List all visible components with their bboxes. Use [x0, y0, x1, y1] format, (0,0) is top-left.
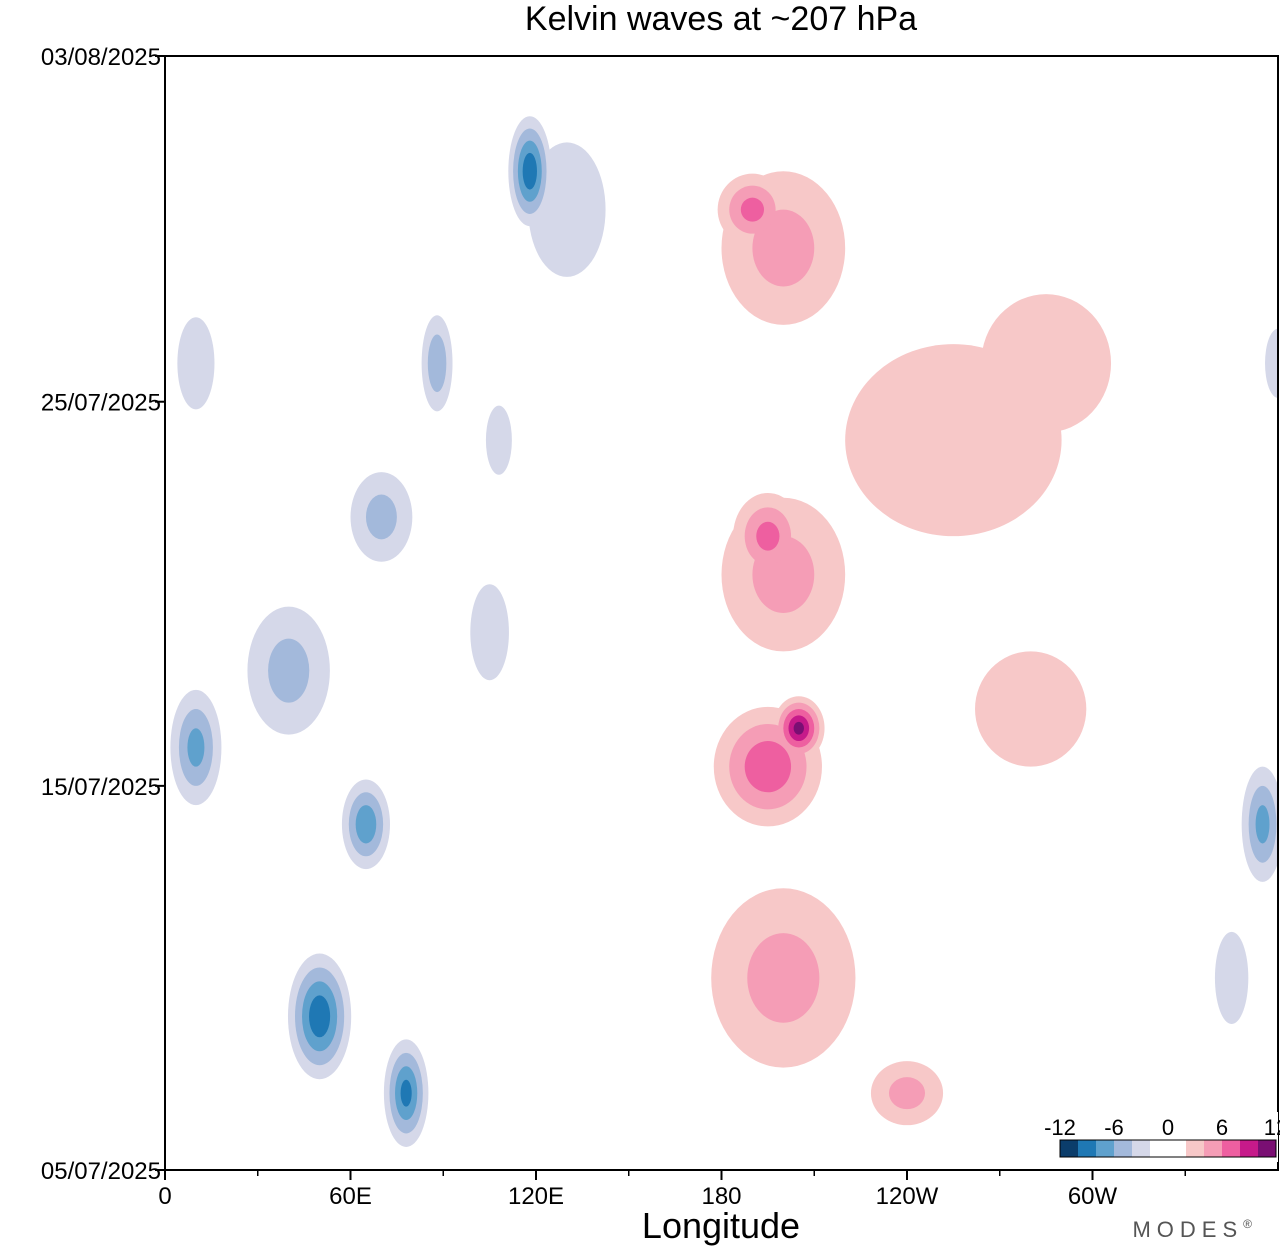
- x-tick-label: 120E: [508, 1183, 564, 1210]
- colorbar-label: -6: [1104, 1115, 1124, 1140]
- anomaly-blob: [522, 152, 537, 190]
- x-tick-label: 0: [158, 1183, 171, 1210]
- anomaly-blob: [888, 1077, 926, 1110]
- colorbar-swatch: [1060, 1140, 1079, 1157]
- anomaly-blob: [309, 995, 331, 1038]
- colorbar-swatch: [1150, 1140, 1169, 1157]
- anomaly-blob: [187, 728, 205, 767]
- colorbar-frame: [1059, 1139, 1277, 1158]
- colorbar-label: 12: [1264, 1115, 1280, 1140]
- colorbar-swatch: [1114, 1140, 1133, 1157]
- anomaly-blob: [783, 56, 1031, 153]
- anomaly-blob: [1255, 805, 1270, 844]
- anomaly-blob: [981, 294, 1112, 433]
- colorbar-swatch: [1132, 1140, 1151, 1157]
- x-tick-label: 120W: [876, 1183, 939, 1210]
- anomaly-blob: [740, 197, 765, 222]
- y-tick-label: 03/08/2025: [41, 44, 161, 71]
- colorbar-swatch: [1204, 1140, 1223, 1157]
- brand-logo: MODES®: [1132, 1217, 1258, 1242]
- colorbar-swatch: [1240, 1140, 1259, 1157]
- anomaly-blob: [793, 721, 804, 735]
- y-tick-label: 05/07/2025: [41, 1158, 161, 1185]
- colorbar-label: 0: [1162, 1115, 1174, 1140]
- y-axis: 05/07/2025 15/07/2025 25/07/2025 03/08/2025: [41, 44, 165, 1185]
- colorbar-swatch: [1078, 1140, 1097, 1157]
- colorbar-label: 6: [1216, 1115, 1228, 1140]
- anomaly-blob: [485, 405, 512, 475]
- colorbar-swatch: [1258, 1140, 1277, 1157]
- colorbar-swatch: [1096, 1140, 1115, 1157]
- anomaly-field: [165, 56, 1278, 1161]
- anomaly-blob: [427, 334, 447, 393]
- anomaly-blob: [1030, 939, 1155, 1094]
- x-tick-label: 180: [701, 1183, 741, 1210]
- x-axis: 0 60E 120E 180 120W 60W: [158, 1170, 1186, 1210]
- anomaly-blob: [268, 638, 310, 703]
- x-axis-label: Longitude: [642, 1205, 800, 1246]
- colorbar-label: -12: [1044, 1115, 1076, 1140]
- anomaly-blob: [1265, 328, 1278, 398]
- anomaly-blob: [975, 651, 1087, 767]
- colorbar-swatch: [1186, 1140, 1205, 1157]
- anomaly-blob: [177, 317, 215, 410]
- anomaly-blob: [1214, 931, 1249, 1025]
- anomaly-blob: [747, 933, 820, 1023]
- y-tick-label: 25/07/2025: [41, 390, 161, 417]
- anomaly-blob: [744, 741, 792, 793]
- anomaly-blob: [752, 209, 815, 287]
- anomaly-blob: [756, 521, 780, 551]
- anomaly-blob: [400, 1079, 412, 1107]
- colorbar-swatch: [1168, 1140, 1187, 1157]
- x-tick-label: 60W: [1068, 1183, 1118, 1210]
- anomaly-blob: [355, 805, 377, 844]
- colorbar: -12 -6 0 6 12: [1044, 1112, 1280, 1162]
- anomaly-blob: [470, 584, 509, 681]
- anomaly-blob: [365, 494, 397, 540]
- colorbar-swatch: [1222, 1140, 1241, 1157]
- y-tick-label: 15/07/2025: [41, 774, 161, 801]
- x-tick-label: 60E: [329, 1183, 372, 1210]
- chart-title: Kelvin waves at ~207 hPa: [525, 0, 917, 38]
